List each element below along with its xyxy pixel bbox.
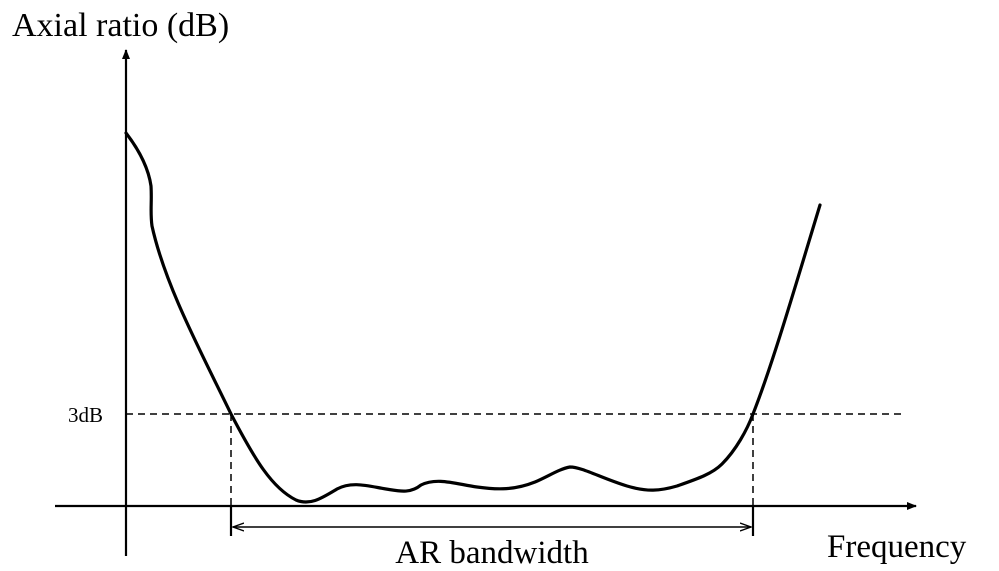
bandwidth-label: AR bandwidth	[395, 535, 589, 571]
threshold-label: 3dB	[68, 403, 103, 427]
x-axis-label: Frequency	[827, 529, 967, 565]
axial-ratio-curve	[124, 131, 822, 504]
y-axis-label: Axial ratio (dB)	[12, 7, 229, 44]
